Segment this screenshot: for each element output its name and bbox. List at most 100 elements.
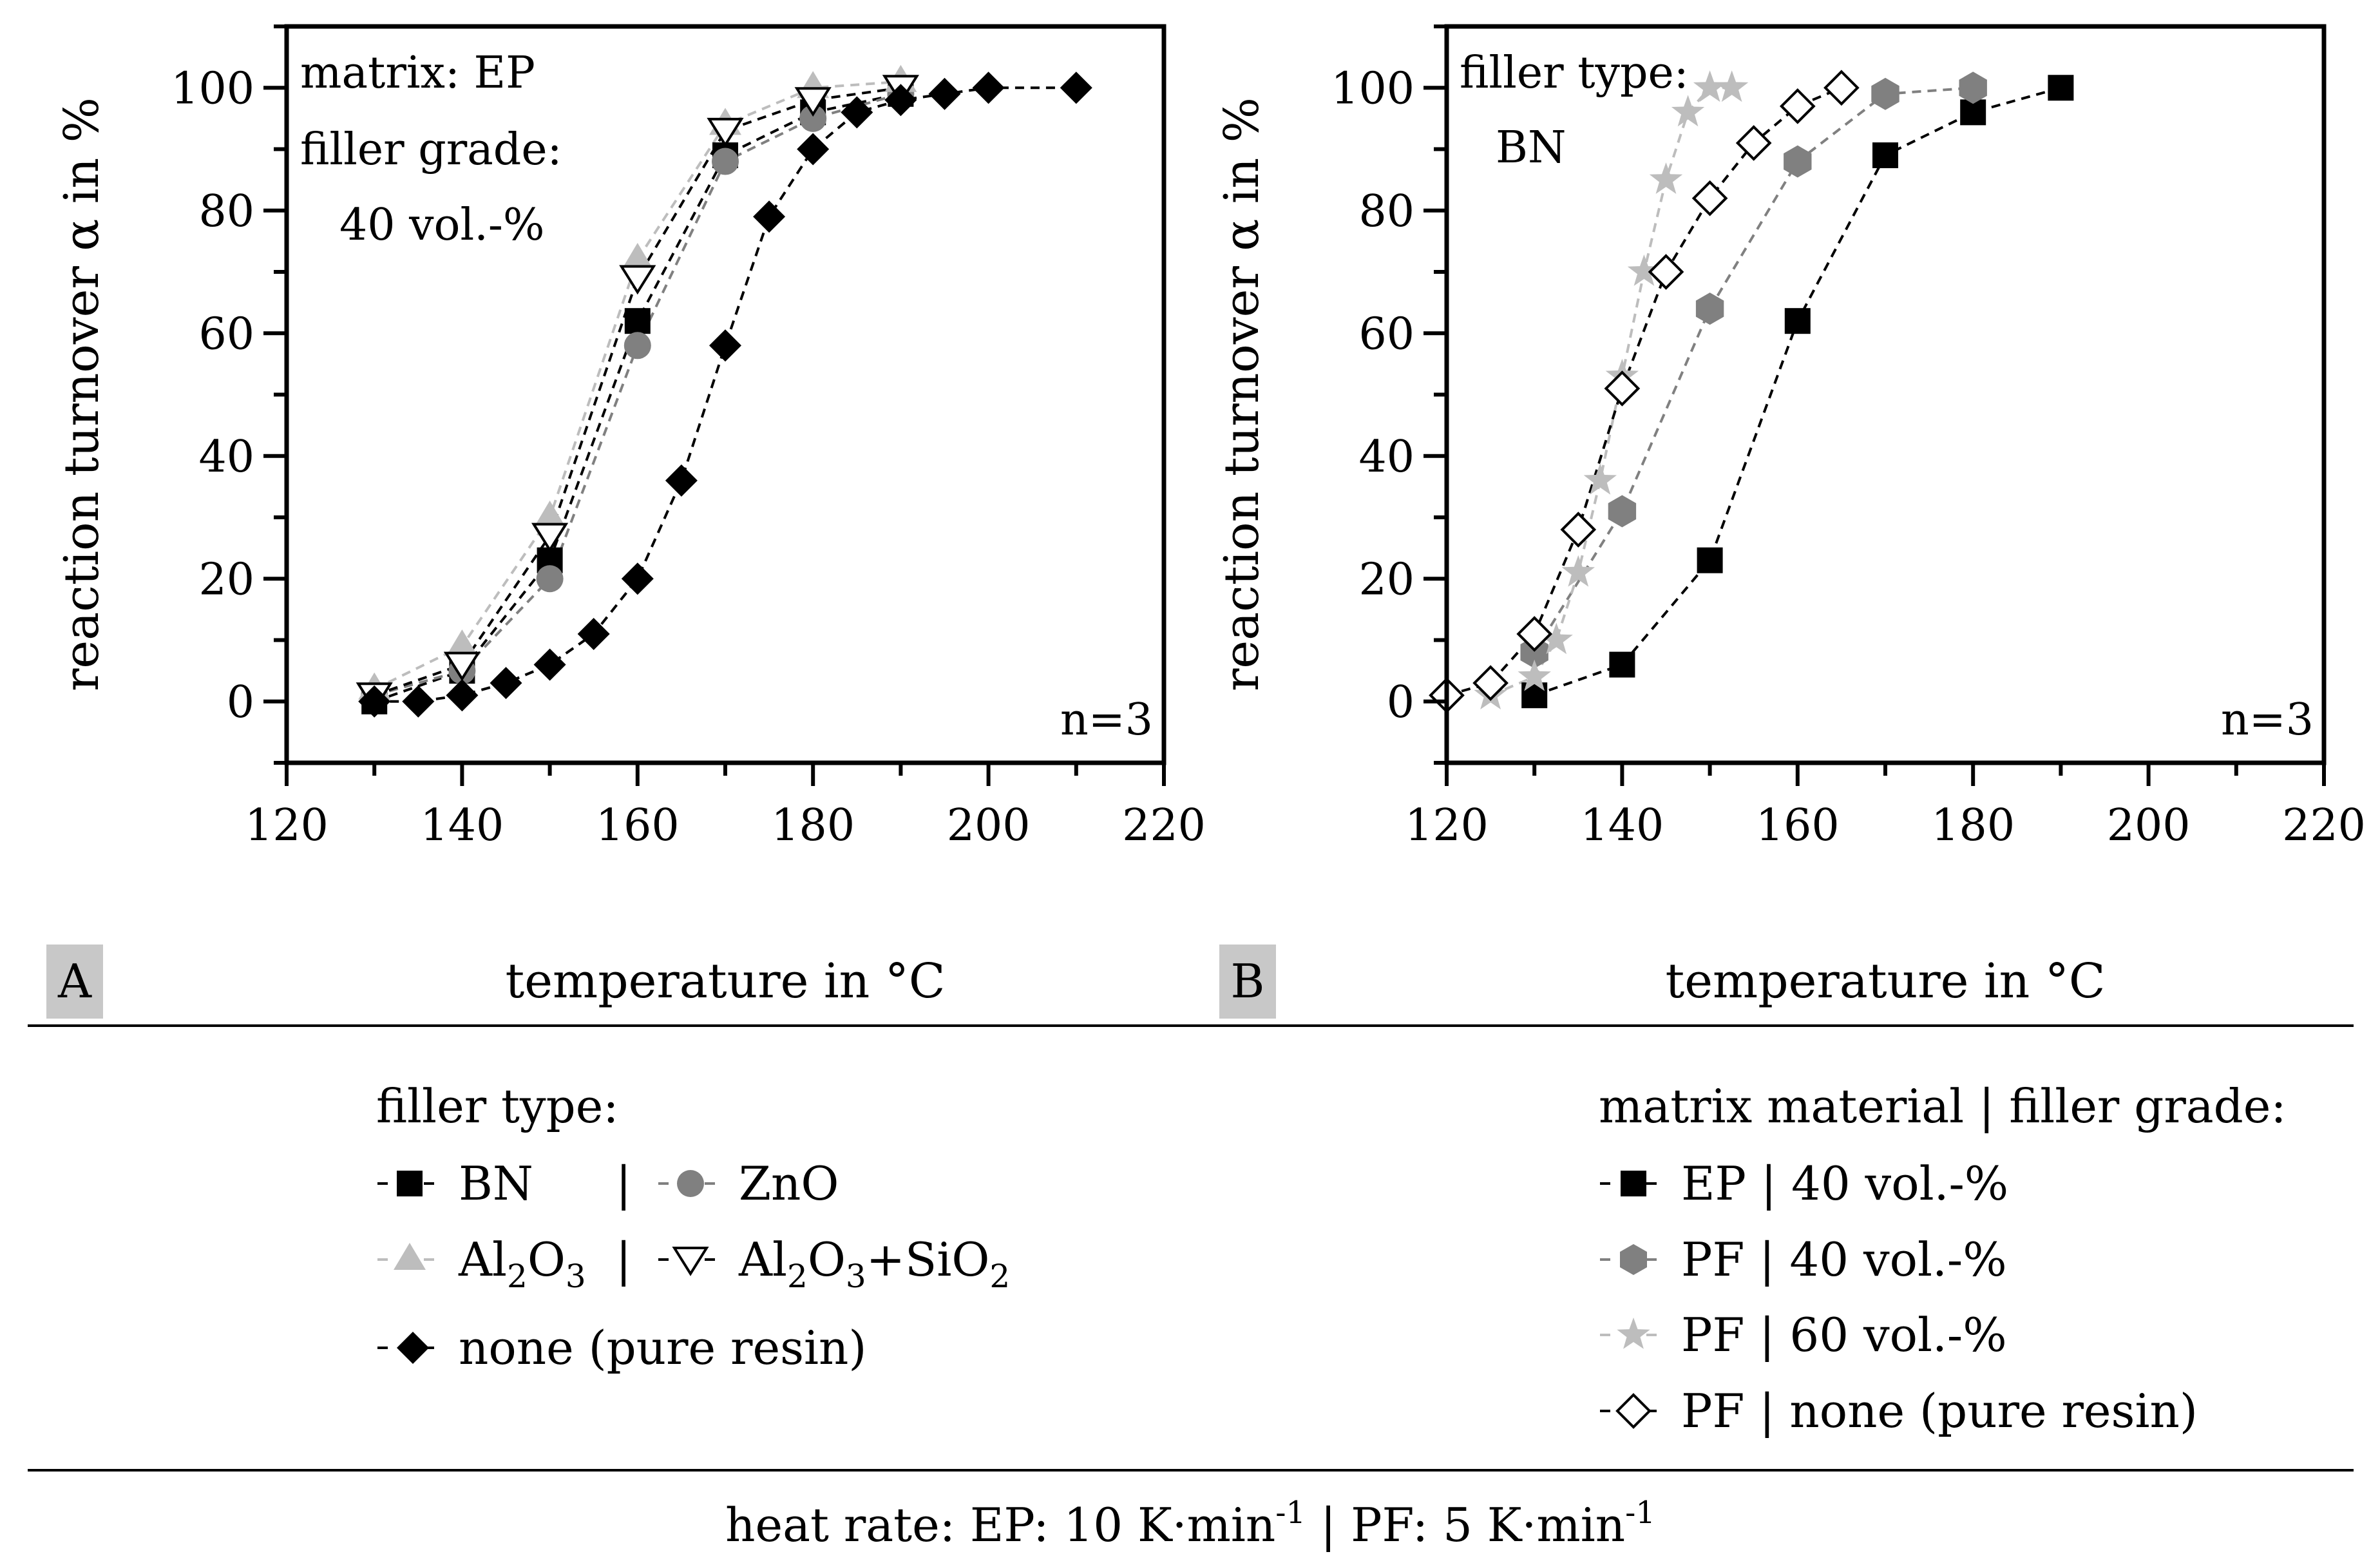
panel-b-note-filler-type: filler type: <box>1460 48 1689 99</box>
panel-a-x-tick-label: 140 <box>421 800 504 851</box>
panel-a-tag-box <box>46 945 103 1019</box>
legend-a-al2o3-sio2-label: Al2O3+SiO2 <box>738 1232 1010 1295</box>
panel-a-point-s4-2 <box>446 679 479 712</box>
legend-b-ep40-label: EP | 40 vol.-% <box>1681 1156 2008 1211</box>
legend-b-pf40-label: PF | 40 vol.-% <box>1681 1232 2007 1287</box>
panel-b-point-s1-2 <box>1695 292 1724 325</box>
panel-b-x-tick-label: 160 <box>1756 800 1840 851</box>
panel-b-x-tick-label: 140 <box>1581 800 1664 851</box>
panel-b-x-tick-label: 220 <box>2282 800 2366 851</box>
panel-b-point-s3-3 <box>1560 512 1597 548</box>
panel-a-x-tick-label: 120 <box>245 800 328 851</box>
panel-b-point-s3-8 <box>1779 88 1816 124</box>
panel-b-series-line-1 <box>1533 86 1974 653</box>
panel-b-series <box>1429 70 2074 714</box>
panel-b-point-s3-7 <box>1735 125 1772 161</box>
panel-b-axes: 120 140 160 180 200 220 0 20 40 60 80 100 <box>1331 24 2366 851</box>
panel-b-point-s0-0 <box>1521 682 1548 709</box>
legend-b-ep40-marker <box>1621 1171 1646 1196</box>
panel-a-point-s1-2 <box>536 565 564 593</box>
panel-a-point-s3-5 <box>794 87 832 117</box>
legend-b-pf60-label: PF | 60 vol.-% <box>1681 1308 2007 1362</box>
panel-b-y-axis-title: reaction turnover α in % <box>1214 97 1270 691</box>
panel-b-point-s2-7 <box>1649 162 1683 194</box>
panel-a-point-s1-4 <box>712 148 739 175</box>
panel-b-point-s3-5 <box>1648 254 1684 290</box>
panel-a-x-tick-label: 220 <box>1122 800 1206 851</box>
legend-b-pf40-marker <box>1620 1244 1647 1275</box>
legend-b-entry-pf60: PF | 60 vol.-% <box>1600 1308 2007 1362</box>
panel-b-y-tick-label: 20 <box>1358 554 1414 605</box>
panel-a-point-s3-2 <box>531 523 569 553</box>
legend-a-al2o3-label: Al2O3 <box>458 1232 586 1295</box>
panel-b-point-s1-1 <box>1608 495 1637 528</box>
panel-a-series <box>356 64 1092 718</box>
legend-b-pf-none-marker <box>1615 1393 1652 1429</box>
legend-b-entry-pf40: PF | 40 vol.-% <box>1600 1232 2007 1287</box>
panel-a-point-s0-3 <box>624 308 651 334</box>
heat-rate-footer: heat rate: EP: 10 K·min-1 | PF: 5 K·min-… <box>725 1495 1655 1552</box>
panel-a-point-s4-14 <box>972 72 1005 104</box>
panel-a-point-s2-2 <box>533 501 566 528</box>
panel-b-point-s0-3 <box>1784 308 1811 334</box>
panel-b-point-s3-2 <box>1516 616 1553 652</box>
legend-b-pf60-marker <box>1617 1318 1650 1349</box>
legend-b-title: matrix material | filler grade: <box>1599 1079 2287 1133</box>
panel-b-frame <box>1444 24 2327 765</box>
panel-b-point-s3-1 <box>1472 665 1509 702</box>
panel-b-point-s2-3 <box>1561 555 1595 587</box>
legend-a-bn-label: BN <box>459 1156 533 1211</box>
panel-a-point-s4-10 <box>797 133 830 166</box>
legend-a-al2o3-sio2-marker <box>672 1247 709 1276</box>
panel-b-y-tick-label: 40 <box>1358 432 1414 483</box>
legend-b-entry-ep40: EP | 40 vol.-% <box>1600 1156 2008 1211</box>
panel-a: 120 140 160 180 200 220 0 20 40 60 80 100 matrix: E… <box>46 24 1206 1019</box>
legend-a-entry-al2o3: Al2O3 | <box>377 1232 631 1295</box>
panel-b-note-n: n=3 <box>2221 695 2314 745</box>
legend-a-entry-al2o3-sio2: Al2O3+SiO2 <box>658 1232 1010 1295</box>
panel-b-point-s1-4 <box>1871 77 1899 110</box>
panel-a-series-line-3 <box>374 86 901 697</box>
legend-a-entry-none: none (pure resin) <box>377 1321 867 1375</box>
panel-b-x-tick-label: 180 <box>1931 800 2015 851</box>
panel-b-point-s0-1 <box>1609 651 1635 678</box>
panel-a-series-line-0 <box>374 92 901 703</box>
panel-b-point-s3-9 <box>1823 70 1860 106</box>
legend-a: filler type: BN | ZnO Al2O3 | Al2O3+SiO2… <box>376 1079 1010 1375</box>
panel-b-tag-box <box>1219 945 1276 1019</box>
panel-a-point-s4-12 <box>884 84 917 117</box>
panel-a-point-s4-6 <box>621 562 654 595</box>
panel-b-point-s2-8 <box>1671 95 1705 127</box>
panel-a-y-axis-title: reaction turnover α in % <box>54 97 109 691</box>
panel-a-x-tick-label: 180 <box>771 800 855 851</box>
panel-b-point-s2-10 <box>1715 70 1749 102</box>
panel-b-x-tick-label: 200 <box>2107 800 2191 851</box>
panel-a-series-line-4 <box>374 86 1076 703</box>
panel-a-point-s4-8 <box>709 329 741 362</box>
panel-b-note-bn: BN <box>1496 122 1566 173</box>
legend-a-title: filler type: <box>376 1079 619 1133</box>
legend-a-al2o3-marker <box>394 1243 426 1270</box>
panel-b-point-s3-6 <box>1691 180 1728 216</box>
panel-b-point-s2-2 <box>1539 622 1573 655</box>
panel-a-point-s4-13 <box>928 77 961 110</box>
panel-a-point-s2-3 <box>621 242 654 270</box>
panel-a-y-tick-label: 80 <box>198 186 254 237</box>
panel-a-y-tick-label: 0 <box>227 677 254 728</box>
panel-b-x-tick-label: 120 <box>1405 800 1489 851</box>
legend-a-zno-marker <box>677 1170 704 1197</box>
legend-a-none-marker <box>397 1332 429 1364</box>
legend-b-pf-none-label: PF | none (pure resin) <box>1681 1384 2198 1438</box>
panel-a-point-s4-7 <box>665 464 698 497</box>
legend-a-entry-bn: BN | <box>377 1156 631 1211</box>
panel-b: 120 140 160 180 200 220 0 20 40 60 80 100 filler ty… <box>1214 24 2366 1019</box>
panel-a-point-s2-1 <box>446 629 479 657</box>
panel-a-point-s4-11 <box>841 96 873 129</box>
panel-a-series-line-1 <box>374 92 901 697</box>
panel-b-point-s2-9 <box>1693 70 1727 102</box>
panel-b-point-s2-4 <box>1583 463 1617 495</box>
panel-b-point-s2-1 <box>1518 659 1551 691</box>
panel-b-series-line-3 <box>1446 86 1842 697</box>
panel-a-tag: A <box>57 954 92 1008</box>
